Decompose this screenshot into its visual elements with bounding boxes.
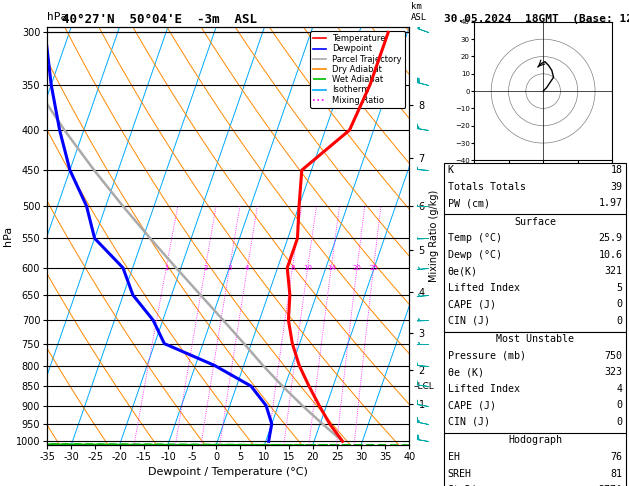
X-axis label: kt: kt xyxy=(539,172,547,181)
Text: Dewp (°C): Dewp (°C) xyxy=(448,250,502,260)
Text: 3: 3 xyxy=(227,265,231,271)
Text: km
ASL: km ASL xyxy=(411,2,427,22)
Text: 321: 321 xyxy=(604,266,623,277)
Text: CIN (J): CIN (J) xyxy=(448,417,490,427)
Y-axis label: hPa: hPa xyxy=(3,226,13,246)
Text: 81: 81 xyxy=(611,469,623,479)
Text: 4: 4 xyxy=(245,265,250,271)
Text: 8: 8 xyxy=(290,265,294,271)
X-axis label: Dewpoint / Temperature (°C): Dewpoint / Temperature (°C) xyxy=(148,467,308,477)
Text: Hodograph: Hodograph xyxy=(508,435,562,446)
Text: 39: 39 xyxy=(611,182,623,192)
Text: EH: EH xyxy=(448,452,460,462)
Text: –LCL: –LCL xyxy=(413,382,434,391)
Text: CAPE (J): CAPE (J) xyxy=(448,299,496,310)
Text: 20: 20 xyxy=(353,265,362,271)
Text: θe (K): θe (K) xyxy=(448,367,484,378)
Text: 0: 0 xyxy=(616,417,623,427)
Text: 5: 5 xyxy=(616,283,623,293)
Text: Pressure (mb): Pressure (mb) xyxy=(448,351,526,361)
Text: 76: 76 xyxy=(611,452,623,462)
Y-axis label: Mixing Ratio (g/kg): Mixing Ratio (g/kg) xyxy=(429,190,439,282)
Text: hPa: hPa xyxy=(47,13,67,22)
Text: 323: 323 xyxy=(604,367,623,378)
Text: CAPE (J): CAPE (J) xyxy=(448,400,496,411)
Text: K: K xyxy=(448,165,454,175)
Text: 40°27'N  50°04'E  -3m  ASL: 40°27'N 50°04'E -3m ASL xyxy=(47,13,257,26)
Text: 4: 4 xyxy=(616,384,623,394)
Text: 30.05.2024  18GMT  (Base: 12): 30.05.2024 18GMT (Base: 12) xyxy=(444,14,629,24)
Text: Most Unstable: Most Unstable xyxy=(496,334,574,345)
Text: 1: 1 xyxy=(164,265,169,271)
Text: 1.97: 1.97 xyxy=(599,198,623,208)
Text: PW (cm): PW (cm) xyxy=(448,198,490,208)
Text: CIN (J): CIN (J) xyxy=(448,316,490,326)
Text: 0: 0 xyxy=(616,299,623,310)
Text: 2: 2 xyxy=(203,265,208,271)
Text: 25: 25 xyxy=(369,265,378,271)
Text: 0: 0 xyxy=(616,316,623,326)
Legend: Temperature, Dewpoint, Parcel Trajectory, Dry Adiabat, Wet Adiabat, Isotherm, Mi: Temperature, Dewpoint, Parcel Trajectory… xyxy=(310,31,405,108)
Text: 750: 750 xyxy=(604,351,623,361)
Text: 277°: 277° xyxy=(599,485,623,486)
Text: Surface: Surface xyxy=(514,217,556,227)
Text: StmDir: StmDir xyxy=(448,485,484,486)
Text: 10.6: 10.6 xyxy=(599,250,623,260)
Text: 25.9: 25.9 xyxy=(599,233,623,243)
Text: 18: 18 xyxy=(611,165,623,175)
Text: Totals Totals: Totals Totals xyxy=(448,182,526,192)
Text: 14: 14 xyxy=(327,265,336,271)
Text: θe(K): θe(K) xyxy=(448,266,478,277)
Text: Lifted Index: Lifted Index xyxy=(448,283,520,293)
Text: Temp (°C): Temp (°C) xyxy=(448,233,502,243)
Text: 0: 0 xyxy=(616,400,623,411)
Text: 10: 10 xyxy=(303,265,312,271)
Text: SREH: SREH xyxy=(448,469,472,479)
Text: Lifted Index: Lifted Index xyxy=(448,384,520,394)
